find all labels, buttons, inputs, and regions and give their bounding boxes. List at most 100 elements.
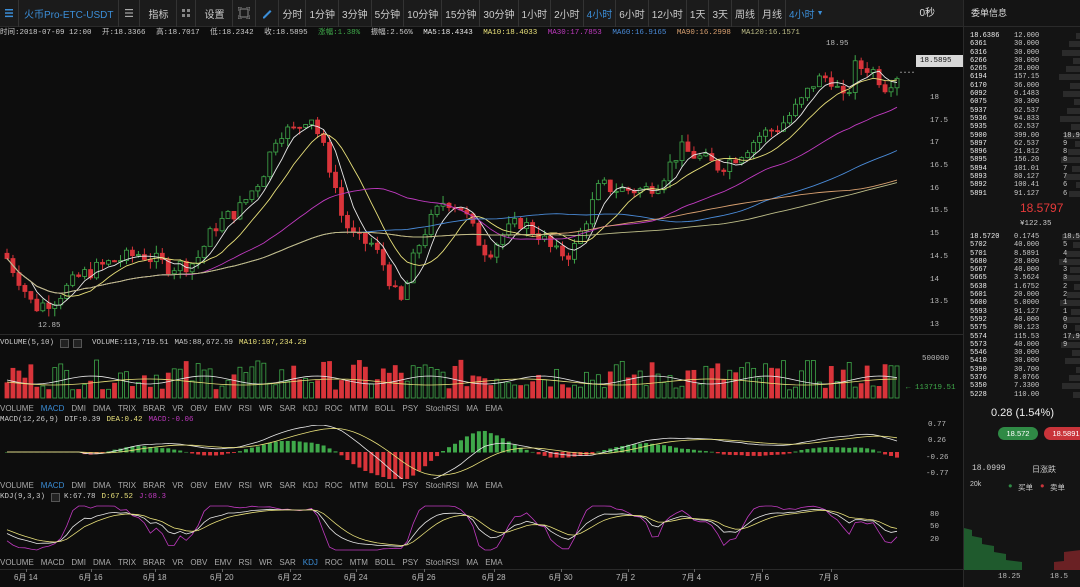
orderbook-row[interactable]: 5680 28.800 4 [964, 258, 1080, 266]
indicator-tab-dma[interactable]: DMA [93, 557, 111, 567]
fullscreen-icon[interactable] [233, 0, 257, 27]
indicator-tab-sar[interactable]: SAR [279, 557, 296, 567]
indicator-tab-dmi[interactable]: DMI [71, 403, 87, 413]
orderbook-row[interactable]: 5702 40.000 5 [964, 241, 1080, 249]
indicator-tab-boll[interactable]: BOLL [374, 557, 396, 567]
indicator-tab-mtm[interactable]: MTM [349, 480, 368, 490]
macd-chart[interactable] [0, 425, 963, 479]
indicator-tab-kdj[interactable]: KDJ [302, 557, 318, 567]
panel-settings-icon[interactable] [60, 338, 70, 348]
indicator-tab-ema[interactable]: EMA [485, 557, 503, 567]
indicator-tab-rsi[interactable]: RSI [238, 557, 252, 567]
indicator-tab-roc[interactable]: ROC [324, 557, 343, 567]
orderbook-row[interactable]: 5667 40.000 3 [964, 266, 1080, 274]
indicator-tab-psy[interactable]: PSY [402, 557, 419, 567]
indicator-tab-ma[interactable]: MA [466, 557, 479, 567]
orderbook-row[interactable]: 5593 91.127 1 [964, 308, 1080, 316]
indicator-tab-trix[interactable]: TRIX [117, 480, 137, 490]
tf-10[interactable]: 6小时 [616, 0, 649, 27]
symbol-list-icon[interactable] [118, 0, 141, 27]
orderbook-row[interactable]: 5228 110.00 [964, 391, 1080, 399]
indicator-tab-emv[interactable]: EMV [214, 557, 232, 567]
orderbook-row[interactable]: 5665 3.5624 3 [964, 274, 1080, 282]
indicator-tab-boll[interactable]: BOLL [374, 403, 396, 413]
indicator-tab-roc[interactable]: ROC [324, 403, 343, 413]
indicator-tab-ema[interactable]: EMA [485, 403, 503, 413]
indicator-tab-emv[interactable]: EMV [214, 480, 232, 490]
indicator-tab-brar[interactable]: BRAR [143, 403, 166, 413]
symbol-selector[interactable]: 火币Pro-ETC-USDT [24, 9, 114, 21]
orderbook-row[interactable]: 5937 62.537 [964, 107, 1080, 115]
tf-12[interactable]: 1天 [687, 0, 710, 27]
volume-chart[interactable] [0, 350, 963, 400]
indicator-tab-obv[interactable]: OBV [190, 480, 208, 490]
sell-price-pill[interactable]: 18.5891 [1044, 427, 1080, 440]
orderbook-row[interactable]: 5935 62.537 [964, 123, 1080, 131]
indicator-tab-dmi[interactable]: DMI [71, 557, 87, 567]
indicator-tab-vr[interactable]: VR [172, 480, 184, 490]
orderbook-row[interactable]: 5410 30.000 [964, 357, 1080, 365]
indicator-tab-dma[interactable]: DMA [93, 480, 111, 490]
tf-7[interactable]: 1小时 [519, 0, 552, 27]
indicator-tab-vr[interactable]: VR [172, 403, 184, 413]
tf-15[interactable]: 月线 [759, 0, 787, 27]
tf-11[interactable]: 12小时 [649, 0, 687, 27]
orderbook-row[interactable]: 5897 62.537 9 [964, 140, 1080, 148]
orderbook-row[interactable]: 5592 40.000 0 [964, 316, 1080, 324]
orderbook-row[interactable]: 6316 30.000 [964, 49, 1080, 57]
indicator-tab-wr[interactable]: WR [259, 403, 273, 413]
indicator-tab-sar[interactable]: SAR [279, 403, 296, 413]
indicator-tab-mtm[interactable]: MTM [349, 403, 368, 413]
indicators-button[interactable]: 指标 [140, 0, 178, 27]
indicator-tab-kdj[interactable]: KDJ [302, 480, 318, 490]
indicator-tab-vr[interactable]: VR [172, 557, 184, 567]
indicator-tab-roc[interactable]: ROC [324, 480, 343, 490]
tf-3[interactable]: 5分钟 [372, 0, 405, 27]
indicator-tab-rsi[interactable]: RSI [238, 403, 252, 413]
depth-chart[interactable] [964, 492, 1080, 570]
indicator-tab-wr[interactable]: WR [259, 480, 273, 490]
indicator-tab-dmi[interactable]: DMI [71, 480, 87, 490]
indicator-tab-brar[interactable]: BRAR [143, 557, 166, 567]
panel-close-icon[interactable] [73, 338, 83, 348]
tf-2[interactable]: 3分钟 [339, 0, 372, 27]
tf-0[interactable]: 分时 [279, 0, 307, 27]
orderbook-row[interactable]: 6266 30.000 [964, 57, 1080, 65]
indicator-tab-psy[interactable]: PSY [402, 480, 419, 490]
indicator-tab-kdj[interactable]: KDJ [302, 403, 318, 413]
tf-1[interactable]: 1分钟 [306, 0, 340, 27]
indicator-tab-volume[interactable]: VOLUME [0, 480, 34, 490]
orderbook-row[interactable]: 5701 8.5891 4 [964, 250, 1080, 258]
indicator-tab-dma[interactable]: DMA [93, 403, 111, 413]
orderbook-row[interactable]: 5891 91.127 6 [964, 190, 1080, 198]
indicator-tab-boll[interactable]: BOLL [374, 480, 396, 490]
orderbook-row[interactable]: 5896 21.812 8 [964, 148, 1080, 156]
orderbook-row[interactable]: 6361 30.000 [964, 40, 1080, 48]
orderbook-row[interactable]: 5390 30.700 [964, 366, 1080, 374]
indicator-tab-wr[interactable]: WR [259, 557, 273, 567]
tf-9[interactable]: 4小时 [584, 0, 617, 27]
tf-13[interactable]: 3天 [709, 0, 733, 27]
draw-tool-icon[interactable] [256, 0, 280, 27]
orderbook-row[interactable]: 5600 5.0000 1 [964, 299, 1080, 307]
menu-icon[interactable] [0, 0, 19, 27]
orderbook-row[interactable]: 18.6386 12.000 [964, 32, 1080, 40]
orderbook-row[interactable]: 5895 156.20 8 [964, 156, 1080, 164]
indicator-tab-emv[interactable]: EMV [214, 403, 232, 413]
orderbook-row[interactable]: 18.5720 0.1745 18.5 [964, 233, 1080, 241]
buy-price-pill[interactable]: 18.572 [998, 427, 1038, 440]
indicator-tab-ema[interactable]: EMA [485, 480, 503, 490]
orderbook-row[interactable]: 5900 399.00 18.9 [964, 132, 1080, 140]
indicator-tab-stochrsi[interactable]: StochRSI [425, 480, 460, 490]
kdj-chart[interactable] [0, 503, 963, 553]
orderbook-row[interactable]: 6265 28.000 [964, 65, 1080, 73]
orderbook-row[interactable]: 6075 30.300 [964, 98, 1080, 106]
indicator-tab-stochrsi[interactable]: StochRSI [425, 403, 460, 413]
grid-icon[interactable] [177, 0, 197, 27]
indicator-tab-obv[interactable]: OBV [190, 403, 208, 413]
indicator-tab-obv[interactable]: OBV [190, 557, 208, 567]
indicator-tab-sar[interactable]: SAR [279, 480, 296, 490]
tf-6[interactable]: 30分钟 [480, 0, 519, 27]
orderbook-row[interactable]: 5601 20.000 2 [964, 291, 1080, 299]
orderbook-row[interactable]: 5575 80.123 0 [964, 324, 1080, 332]
